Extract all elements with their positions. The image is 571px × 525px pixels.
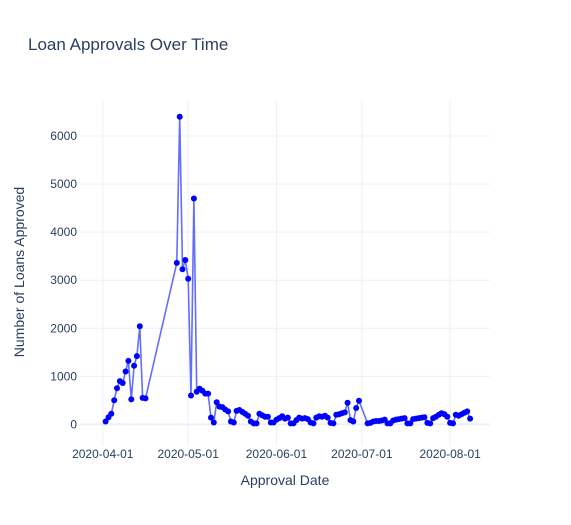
data-point[interactable] <box>245 412 251 419</box>
data-point[interactable] <box>284 414 291 421</box>
y-tick-label: 3000 <box>50 273 77 287</box>
data-point[interactable] <box>125 357 132 364</box>
data-point[interactable] <box>310 420 317 427</box>
data-point[interactable] <box>341 409 348 416</box>
data-point[interactable] <box>467 415 474 422</box>
x-axis: 2020-04-01 2020-05-01 2020-06-01 2020-07-01… <box>72 447 481 461</box>
data-point[interactable] <box>122 368 129 375</box>
y-tick-label: 4000 <box>50 225 77 239</box>
data-point[interactable] <box>111 397 118 404</box>
data-point[interactable] <box>128 396 135 403</box>
data-point[interactable] <box>356 397 362 404</box>
x-axis-title: Approval Date <box>241 472 330 488</box>
data-point[interactable] <box>208 414 214 421</box>
data-point[interactable] <box>264 413 271 420</box>
data-point[interactable] <box>108 410 115 417</box>
x-tick-label: 2020-08-01 <box>419 447 481 461</box>
data-point[interactable] <box>464 408 471 415</box>
data-point[interactable] <box>179 266 186 273</box>
grid <box>80 100 490 446</box>
data-point[interactable] <box>407 420 414 427</box>
data-point[interactable] <box>182 257 189 263</box>
data-point[interactable] <box>210 419 217 426</box>
data-point[interactable] <box>188 392 194 399</box>
data-point[interactable] <box>185 275 192 282</box>
data-point[interactable] <box>450 420 456 427</box>
plot-area <box>102 113 474 427</box>
x-tick-label: 2020-04-01 <box>72 447 134 461</box>
data-point[interactable] <box>330 420 337 427</box>
data-point[interactable] <box>230 419 237 426</box>
y-axis-title: Number of Loans Approved <box>11 187 27 357</box>
data-point[interactable] <box>427 420 434 427</box>
data-point[interactable] <box>344 399 351 406</box>
y-axis: 0 1000 2000 3000 4000 5000 6000 <box>50 129 77 431</box>
data-point[interactable] <box>119 380 126 386</box>
data-point[interactable] <box>176 113 183 120</box>
data-point[interactable] <box>102 418 109 425</box>
data-point[interactable] <box>142 395 149 402</box>
y-tick-label: 1000 <box>50 369 77 383</box>
data-point[interactable] <box>133 353 140 360</box>
series-line <box>104 116 471 425</box>
x-tick-label: 2020-05-01 <box>157 447 219 461</box>
data-point[interactable] <box>421 414 428 421</box>
y-tick-label: 2000 <box>50 321 77 335</box>
data-point[interactable] <box>205 390 212 397</box>
data-point[interactable] <box>444 413 451 420</box>
data-point[interactable] <box>353 405 360 411</box>
y-tick-label: 6000 <box>50 129 77 143</box>
y-tick-label: 0 <box>70 417 77 431</box>
data-point[interactable] <box>225 408 232 415</box>
data-point[interactable] <box>190 195 197 202</box>
data-point[interactable] <box>401 415 408 422</box>
y-tick-label: 5000 <box>50 177 77 191</box>
data-point[interactable] <box>136 323 143 330</box>
x-tick-label: 2020-06-01 <box>246 447 308 461</box>
data-point[interactable] <box>131 362 138 369</box>
data-point[interactable] <box>173 259 180 266</box>
chart-title: Loan Approvals Over Time <box>28 35 228 54</box>
data-point[interactable] <box>324 414 331 421</box>
data-point[interactable] <box>350 418 357 425</box>
data-point[interactable] <box>213 399 220 406</box>
data-point[interactable] <box>253 420 260 427</box>
data-point[interactable] <box>114 385 120 392</box>
x-tick-label: 2020-07-01 <box>331 447 393 461</box>
